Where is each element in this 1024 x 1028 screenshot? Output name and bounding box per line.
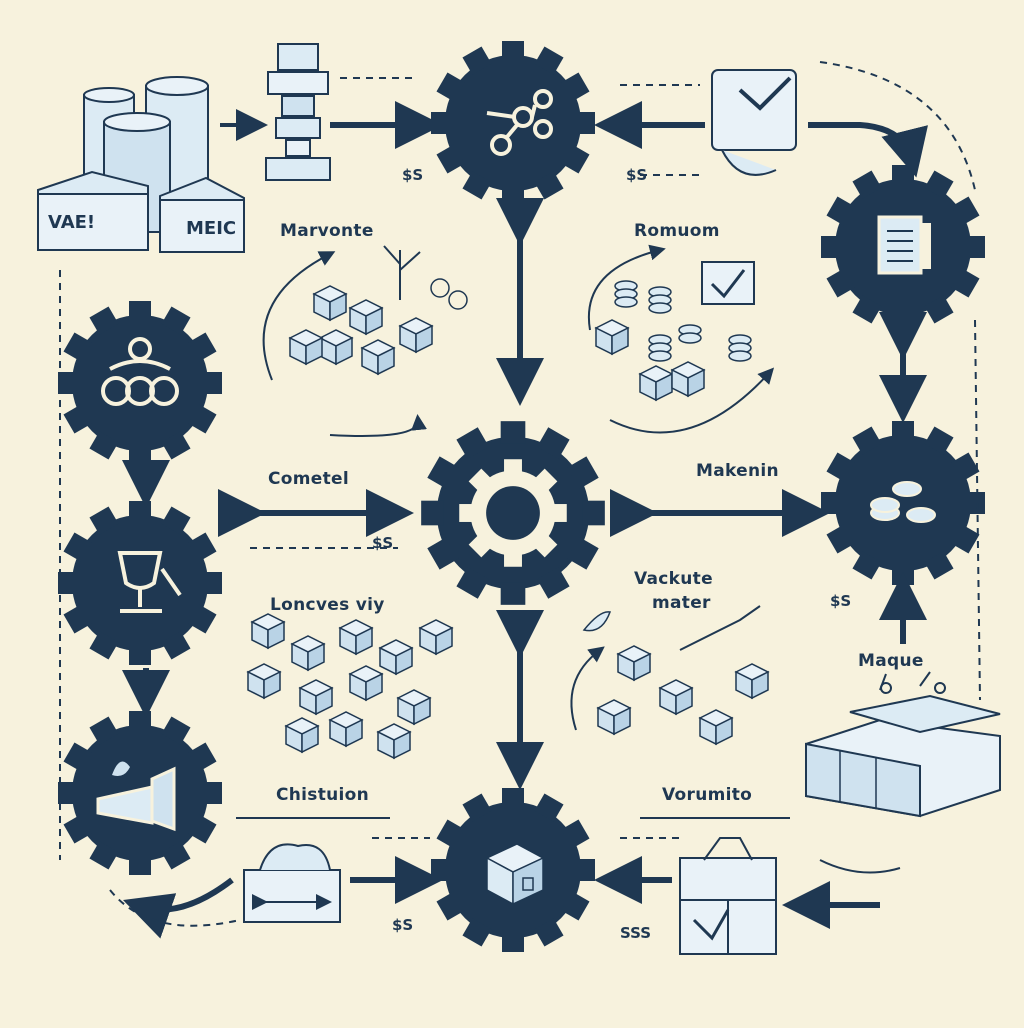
label-makenin: Makenin: [696, 461, 779, 481]
label-romuom: Romuom: [634, 221, 720, 241]
dollar-token-d: $S: [830, 592, 851, 610]
vorumito-shopping-box-icon: [679, 837, 777, 955]
gear-center: [421, 421, 605, 605]
gear-left-middle: [58, 501, 222, 665]
machine-tower-icon: [265, 43, 331, 181]
label-chistuion: Chistuion: [276, 785, 369, 805]
dollar-token-b: $S: [626, 166, 647, 184]
gear-left-lower: [58, 711, 222, 875]
dashed-connectors: [59, 61, 981, 927]
label-marvonte: Marvonte: [280, 221, 374, 241]
loncves-cubes-illustration: [247, 613, 453, 759]
connector-arrows: [122, 101, 928, 939]
label-loncves: Loncves viy: [270, 595, 385, 615]
label-vackute-line1: Vackute: [634, 569, 713, 589]
gear-bottom-center: [431, 788, 595, 952]
box-label-left: VAE!: [48, 212, 95, 233]
label-vackute-line2: mater: [652, 593, 711, 613]
label-vorumito: Vorumito: [662, 785, 752, 805]
dollar-token-e: $S: [372, 534, 393, 552]
dollar-token-c: $S: [392, 916, 413, 934]
clipboard-checklist-icon: [711, 69, 797, 176]
inventory-stacks-illustration: [37, 76, 245, 253]
maque-pallet-stack: [805, 671, 1001, 818]
gear-right-middle: [821, 421, 985, 585]
gear-left-upper: [58, 301, 222, 465]
marvonte-cubes-illustration: [289, 245, 468, 375]
chistuion-basket-icon: [243, 843, 341, 923]
box-label-right: MEIC: [186, 218, 236, 239]
label-cometel: Cometel: [268, 469, 349, 489]
label-maque: Maque: [858, 651, 924, 671]
thin-arrows: [236, 244, 901, 874]
gear-top-right: [821, 165, 985, 329]
dollar-token-a: $S: [402, 166, 423, 184]
gear-top-center: [431, 41, 595, 205]
vackute-cubes-illustration: [582, 605, 769, 745]
romuom-coins-illustration: [595, 261, 755, 401]
dashes-token-bottom: SSS: [620, 924, 651, 942]
